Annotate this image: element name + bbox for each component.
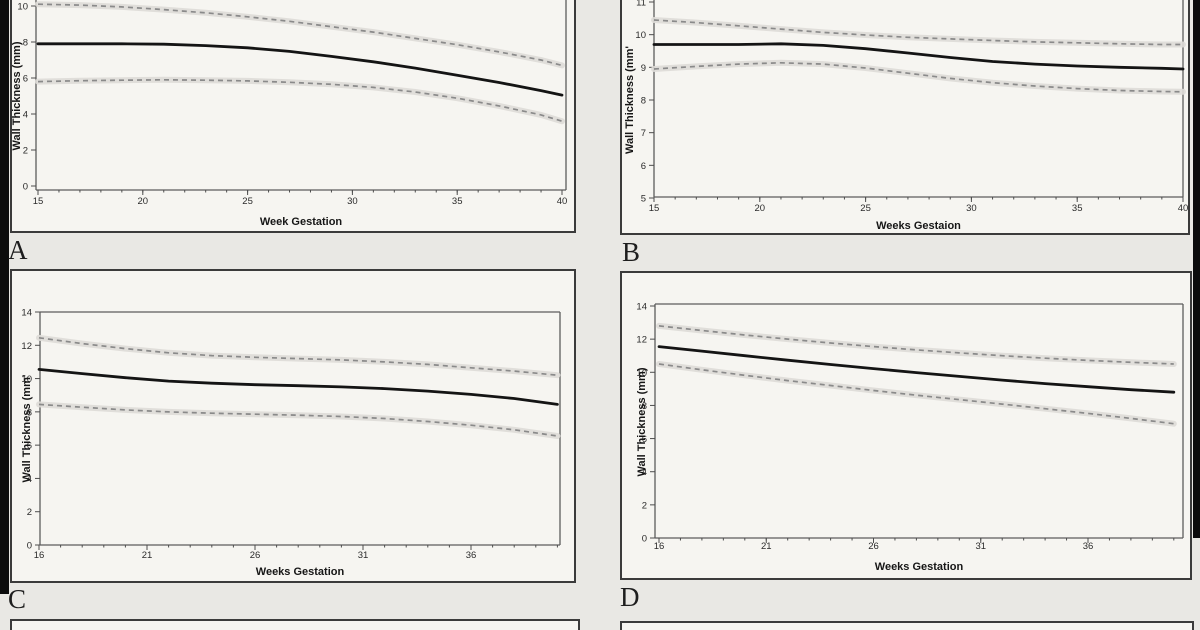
scan-edge-left [0,0,9,594]
x-tick-label: 31 [975,541,986,552]
y-tick-label: 6 [641,161,646,172]
x-axis-title: Weeks Gestation [875,561,964,573]
x-tick-label: 16 [34,550,45,561]
x-tick-label: 30 [966,203,977,214]
y-tick-label: 10 [636,368,647,379]
y-tick-label: 12 [636,335,647,346]
y-tick-label: 8 [642,401,647,412]
upper-limit-halo [656,322,1177,367]
panel-c-chart: 16 21 26 31 36 0 2 4 6 8 10 12 14 Weeks Gestation Wall… [21,308,561,578]
x-tick-label: 25 [242,196,253,207]
y-tick-label: 10 [17,2,28,13]
lower-limit-halo [656,361,1177,427]
mean-line [36,42,564,97]
panel-d: 16 21 26 31 36 0 2 4 6 8 10 12 14 Weeks Gestation Wall… [620,271,1192,580]
y-tick-label: 5 [641,194,646,205]
y-tick-label: 2 [27,507,32,518]
upper-limit-line [38,336,558,377]
x-tick-label: 25 [860,203,871,214]
y-tick-label: 6 [23,74,28,85]
x-axis-title: Week Gestation [260,216,343,228]
x-tick-label: 31 [358,550,369,561]
y-tick-label: 10 [21,374,32,385]
y-tick-label: 0 [23,182,28,193]
y-tick-label: 6 [642,434,647,445]
y-tick-label: 4 [27,474,32,485]
mean-line [657,345,1176,394]
y-tick-label: 10 [635,30,646,41]
upper-limit-halo [36,334,561,379]
x-tick-label: 40 [557,196,568,207]
x-tick-label: 20 [138,196,149,207]
partial-panel-bottom-right [620,621,1194,630]
y-tick-label: 12 [21,341,32,352]
scan-edge-right [1193,0,1200,538]
x-tick-label: 26 [868,541,879,552]
x-axis-title: Weeks Gestaion [876,220,961,232]
y-tick-label: 11 [636,0,646,9]
x-tick-label: 16 [654,541,665,552]
panel-a-chart: 15 20 25 30 35 40 0 2 4 6 8 10 Week Gestation Wall Th… [11,0,568,228]
panel-b-chart: 15 20 25 30 35 40 5 6 7 8 9 10 11 Weeks Gestaion Wall … [624,0,1189,232]
y-tick-label: 0 [642,534,647,545]
panel-d-label: D [620,582,640,612]
x-tick-label: 35 [1072,203,1083,214]
y-tick-label: 7 [641,128,646,139]
y-tick-label: 2 [23,146,28,157]
x-tick-label: 36 [466,550,477,561]
upper-limit-halo [35,1,565,69]
panel-b: 15 20 25 30 35 40 5 6 7 8 9 10 11 Weeks Gestaion Wall … [620,0,1190,235]
x-tick-label: 30 [347,196,358,207]
panel-d-chart: 16 21 26 31 36 0 2 4 6 8 10 12 14 Weeks Gestation Wall… [636,302,1184,573]
x-axis-title: Weeks Gestation [256,566,345,578]
lower-limit-halo [36,401,561,439]
y-axis-title: Wall Thickness (mm' [21,374,33,482]
y-tick-label: 6 [27,441,32,452]
lower-limit-halo [35,76,565,125]
panel-a: 15 20 25 30 35 40 0 2 4 6 8 10 Week Gestation Wall Th… [10,0,576,233]
lower-limit-line [38,403,558,437]
y-tick-label: 8 [27,407,32,418]
x-tick-label: 40 [1178,203,1189,214]
y-tick-label: 14 [21,308,32,319]
panel-c: 16 21 26 31 36 0 2 4 6 8 10 12 14 Weeks Gestation Wall… [10,269,576,583]
mean-line [37,368,559,406]
y-tick-label: 8 [23,38,28,49]
lower-limit-line [653,61,1184,93]
y-axis-title: Wall Thickness (mm' [624,46,636,154]
x-tick-label: 15 [649,203,660,214]
y-tick-label: 4 [642,467,647,478]
y-tick-label: 9 [641,63,646,74]
x-tick-label: 20 [755,203,766,214]
y-axis-title: Wall Thickness (mm) [11,41,23,150]
upper-limit-halo [651,17,1186,48]
x-tick-label: 21 [761,541,772,552]
upper-limit-line [653,19,1183,46]
lower-limit-line [37,78,563,123]
x-tick-label: 26 [250,550,261,561]
x-tick-label: 36 [1083,541,1094,552]
x-tick-label: 15 [33,196,44,207]
x-tick-label: 35 [452,196,463,207]
y-tick-label: 14 [636,302,647,313]
y-tick-label: 4 [23,110,28,121]
x-tick-label: 21 [142,550,153,561]
upper-limit-line [37,3,563,67]
panel-c-label: C [8,584,27,614]
y-axis-title: Wall Thickness (mm) [636,367,648,476]
partial-panel-bottom-left [10,619,580,630]
panel-a-label: A [8,235,28,265]
panel-b-label: B [622,237,641,267]
y-tick-label: 0 [27,541,32,552]
y-tick-label: 2 [642,500,647,511]
y-tick-label: 8 [641,96,646,107]
mean-line [652,42,1185,71]
